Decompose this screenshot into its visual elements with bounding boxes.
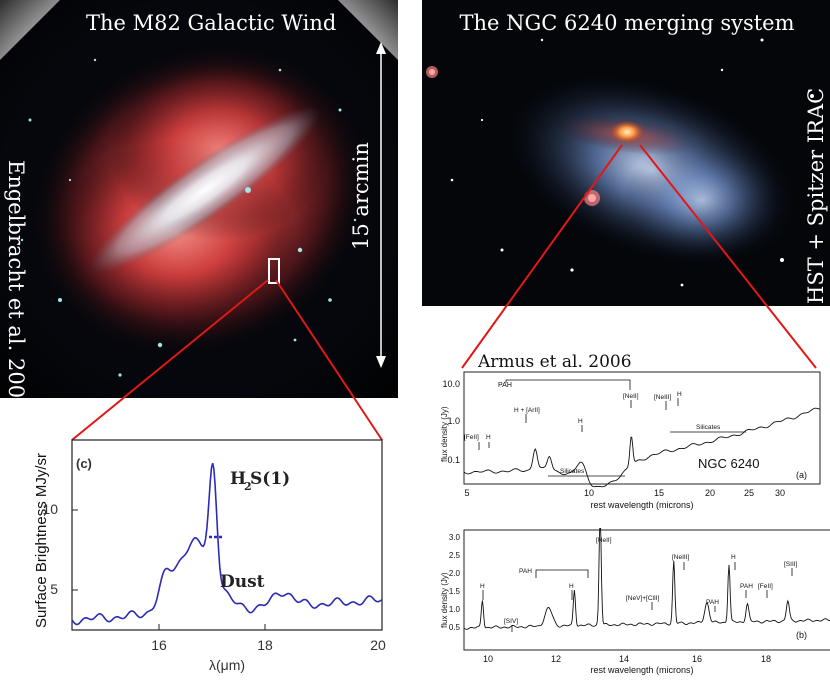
label-neiii-b: [NeIII] [672, 554, 690, 561]
scale-arrow [376, 42, 386, 368]
label-neii-b: [NeII] [596, 537, 612, 544]
spectrum-a-attribution: Armus et al. 2006 [478, 352, 632, 372]
xtick-b-18: 18 [761, 654, 771, 664]
ytick-b-20: 2.0 [449, 569, 461, 578]
ngc6240-image-panel: The NGC 6240 merging system HST + Spitze… [422, 0, 830, 306]
xtick-c-16: 16 [151, 637, 167, 653]
xtick-a-5: 5 [464, 488, 469, 498]
label-neii-a: [NeII] [623, 393, 639, 400]
ytick-a-1: 1.0 [447, 416, 460, 426]
spectrum-a-ylabel: flux density (Jy) [440, 406, 449, 462]
h2s1-label-sub: 2 [244, 480, 252, 493]
xtick-b-14: 14 [619, 654, 629, 664]
object-label-a: NGC 6240 [698, 456, 759, 471]
xtick-a-20: 20 [705, 488, 715, 498]
pah-bracket-a [505, 379, 631, 390]
label-pah-a: PAH [498, 382, 512, 389]
xtick-b-10: 10 [483, 654, 493, 664]
label-pah-b2: PAH [706, 599, 719, 606]
label-feii-a: [FeII] [464, 434, 479, 441]
ytick-b-25: 2.5 [449, 551, 461, 560]
label-neiii-a: [NeIII] [654, 394, 672, 401]
spectrum-a-chart: PAH [FeII] H H + [ArII] H [NeII] [NeIII]… [440, 371, 821, 510]
spectrum-a-line [463, 407, 821, 488]
m82-image-panel: The M82 Galactic Wind 15 arcmin Engelbra… [0, 0, 398, 398]
xtick-c-20: 20 [370, 637, 386, 653]
label-feii-b: [FeII] [758, 583, 773, 590]
spectrum-c-chart: (c) 5 10 16 18 20 λ(μm) H 2 S(1) Dust [42, 439, 386, 673]
label-h2-a1: H [486, 434, 491, 441]
spectrum-b-xlabel: rest wavelength (microns) [590, 665, 693, 675]
h2s1-label-rest: S(1) [250, 469, 290, 489]
pah-bracket-b [535, 569, 589, 578]
label-h2ariii-a: H + [ArII] [514, 407, 540, 414]
label-h2-a2: H [578, 418, 583, 425]
ytick-b-10: 1.0 [449, 605, 461, 614]
label-silicates-a-low: Silicates [560, 468, 585, 475]
label-nevclii-b: [NeV]+[ClII] [626, 595, 660, 602]
ytick-a-10: 10.0 [442, 379, 460, 389]
spectrum-b-frame [463, 529, 830, 651]
ngc6240-galaxy-image [422, 0, 830, 306]
label-siii-b: [SIII] [784, 561, 798, 568]
ytick-b-30: 3.0 [449, 533, 461, 542]
xtick-a-10: 10 [584, 488, 594, 498]
label-silicates-a-high: Silicates [696, 424, 721, 431]
panel-label-a: (a) [796, 470, 807, 480]
m82-title: The M82 Galactic Wind [86, 11, 337, 35]
label-h2-b2: H [569, 583, 574, 590]
ytick-c-5: 5 [50, 581, 58, 597]
xtick-a-15: 15 [654, 488, 664, 498]
xtick-b-16: 16 [692, 654, 702, 664]
dust-label: Dust [220, 572, 265, 592]
ytick-c-10: 10 [42, 501, 58, 517]
label-pah-b3: PAH [740, 583, 753, 590]
m82-zoom-box [268, 258, 280, 284]
spectrum-a-xlabel: rest wavelength (microns) [590, 500, 693, 510]
h2s1-label: H [230, 469, 246, 489]
xtick-a-30: 30 [775, 488, 785, 498]
ytick-b-05: 0.5 [449, 623, 461, 632]
xtick-b-12: 12 [551, 654, 561, 664]
ytick-a-01: 0.1 [447, 455, 460, 465]
xtick-a-25: 25 [744, 488, 754, 498]
label-siv-b: [SIV] [504, 618, 518, 625]
label-h2-a3: H [677, 391, 682, 398]
spectrum-c-line [71, 462, 383, 626]
label-h2-b3: H [731, 554, 736, 561]
spectrum-c-xlabel: λ(μm) [209, 657, 245, 673]
label-pah-b1: PAH [519, 568, 532, 575]
spectrum-c-frame [71, 439, 383, 631]
spectrum-b-line [463, 528, 830, 630]
spectrum-b-chart: H [SIV] PAH H [NeII] [NeV]+[ClII] [NeIII… [440, 528, 830, 675]
spectrum-c-panel-label: (c) [76, 456, 92, 471]
m82-galaxy-image [0, 0, 398, 398]
xtick-c-18: 18 [257, 637, 273, 653]
spectrum-b-ylabel: flux density (Jy) [440, 572, 449, 628]
panel-label-b: (b) [796, 630, 807, 640]
spectrum-a-frame [463, 371, 821, 485]
label-h2-b1: H [480, 583, 485, 590]
ngc6240-title: The NGC 6240 merging system [459, 11, 795, 35]
ytick-b-15: 1.5 [449, 587, 461, 596]
